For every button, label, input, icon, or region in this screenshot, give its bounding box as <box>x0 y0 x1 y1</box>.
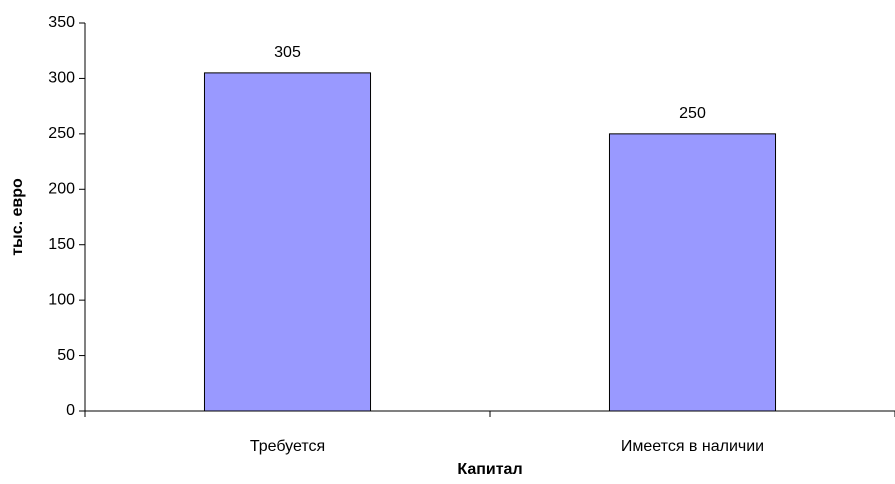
x-tick-label: Требуется <box>250 438 325 455</box>
y-tick-label: 250 <box>48 125 75 142</box>
bar <box>203 72 372 412</box>
y-tick-label: 300 <box>48 70 75 87</box>
bar <box>608 133 777 412</box>
y-tick-label: 200 <box>48 181 75 198</box>
y-tick-label: 150 <box>48 236 75 253</box>
data-label: 250 <box>679 105 706 122</box>
data-label: 305 <box>274 44 301 61</box>
y-tick-label: 100 <box>48 291 75 308</box>
y-axis-label: тыс. евро <box>9 178 26 256</box>
y-tick-label: 50 <box>57 347 75 364</box>
x-axis-label: Капитал <box>457 461 522 478</box>
y-tick-label: 350 <box>48 14 75 31</box>
x-tick-label: Имеется в наличии <box>621 438 764 455</box>
y-tick-label: 0 <box>66 402 75 419</box>
